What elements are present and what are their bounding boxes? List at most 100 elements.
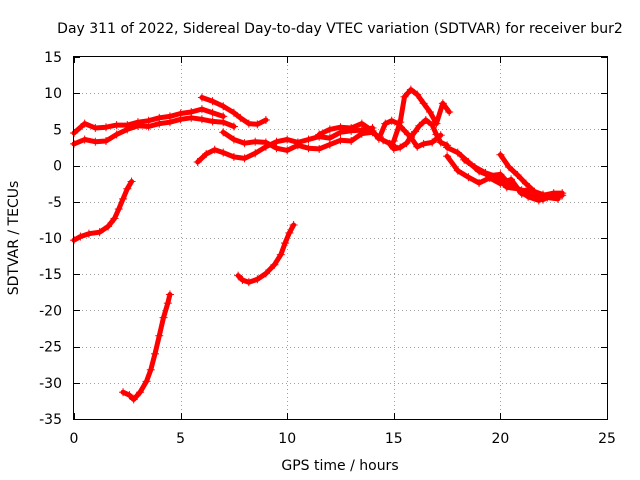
data-point — [123, 184, 132, 193]
data-point — [530, 187, 539, 196]
data-point — [336, 136, 345, 145]
data-point — [127, 177, 136, 186]
axis-ticks — [74, 57, 608, 420]
data-point — [336, 123, 345, 132]
data-point — [151, 349, 160, 358]
data-point — [219, 102, 228, 111]
data-point — [229, 152, 238, 161]
data-point — [80, 135, 89, 144]
data-point — [112, 121, 121, 130]
data-point — [193, 157, 202, 166]
data-point — [136, 388, 145, 397]
data-point — [502, 183, 511, 192]
data-point — [208, 97, 217, 106]
data-point — [114, 205, 123, 214]
data-point — [304, 144, 313, 153]
data-point — [165, 118, 174, 127]
y-tick-label: -15 — [39, 267, 62, 283]
data-point — [104, 222, 113, 231]
data-point — [347, 136, 356, 145]
x-tick-label: 0 — [70, 431, 79, 447]
data-point — [208, 117, 217, 126]
data-point — [475, 178, 484, 187]
data-point — [142, 377, 151, 386]
data-point — [443, 152, 452, 161]
data-point — [276, 250, 285, 259]
data-point — [460, 155, 469, 164]
data-point — [197, 105, 206, 114]
data-point — [197, 93, 206, 102]
data-point — [210, 145, 219, 154]
data-point — [244, 278, 253, 287]
data-point — [238, 275, 247, 284]
series-track-1 — [70, 177, 136, 245]
data-point — [553, 194, 562, 203]
data-point — [101, 123, 110, 132]
y-tick-label: 15 — [44, 50, 62, 66]
data-point — [251, 149, 260, 158]
plot-frame — [73, 56, 608, 420]
x-tick-label: 25 — [598, 431, 616, 447]
data-point — [229, 122, 238, 131]
data-point — [413, 142, 422, 151]
data-point — [119, 388, 128, 397]
data-point — [432, 119, 441, 128]
data-point — [187, 113, 196, 122]
data-point — [315, 144, 324, 153]
data-point — [91, 123, 100, 132]
data-point — [513, 184, 522, 193]
data-point — [426, 108, 435, 117]
series-track-2 — [119, 290, 174, 404]
series-track-11 — [389, 85, 454, 145]
data-point — [229, 108, 238, 117]
data-point — [368, 126, 377, 135]
series-line — [71, 179, 135, 243]
data-point — [289, 220, 298, 229]
data-point — [443, 143, 452, 152]
data-point — [129, 395, 138, 404]
data-point — [112, 130, 121, 139]
series-track-5 — [70, 113, 238, 148]
data-point — [304, 135, 313, 144]
data-point — [293, 141, 302, 150]
data-point — [419, 139, 428, 148]
data-point — [155, 331, 164, 340]
data-point — [481, 168, 490, 177]
data-point — [101, 136, 110, 145]
data-point — [123, 125, 132, 134]
series-line — [235, 222, 297, 285]
data-point — [389, 136, 398, 145]
data-point — [521, 179, 530, 188]
data-point — [270, 260, 279, 269]
data-point — [419, 99, 428, 108]
series-track-6 — [197, 93, 270, 129]
y-tick-label: 0 — [53, 159, 62, 175]
data-point — [534, 196, 543, 205]
data-point — [91, 137, 100, 146]
data-point — [253, 275, 262, 284]
y-tick-label: -5 — [48, 195, 62, 211]
data-point — [396, 118, 405, 127]
data-point — [219, 148, 228, 157]
data-point — [387, 116, 396, 125]
data-point — [428, 138, 437, 147]
data-point — [385, 139, 394, 148]
data-point — [357, 119, 366, 128]
series-track-8 — [219, 128, 398, 155]
data-point — [76, 232, 85, 241]
data-point — [251, 137, 260, 146]
data-point — [125, 391, 134, 400]
data-point — [325, 140, 334, 149]
series-line — [316, 118, 444, 150]
data-point — [283, 135, 292, 144]
x-tick-label: 5 — [176, 431, 185, 447]
data-point — [504, 163, 513, 172]
data-point — [240, 139, 249, 148]
data-point — [438, 99, 447, 108]
plot-area — [70, 85, 567, 404]
data-point — [244, 119, 253, 128]
data-point — [133, 121, 142, 130]
data-point — [492, 172, 501, 181]
y-tick-label: -30 — [39, 376, 62, 392]
